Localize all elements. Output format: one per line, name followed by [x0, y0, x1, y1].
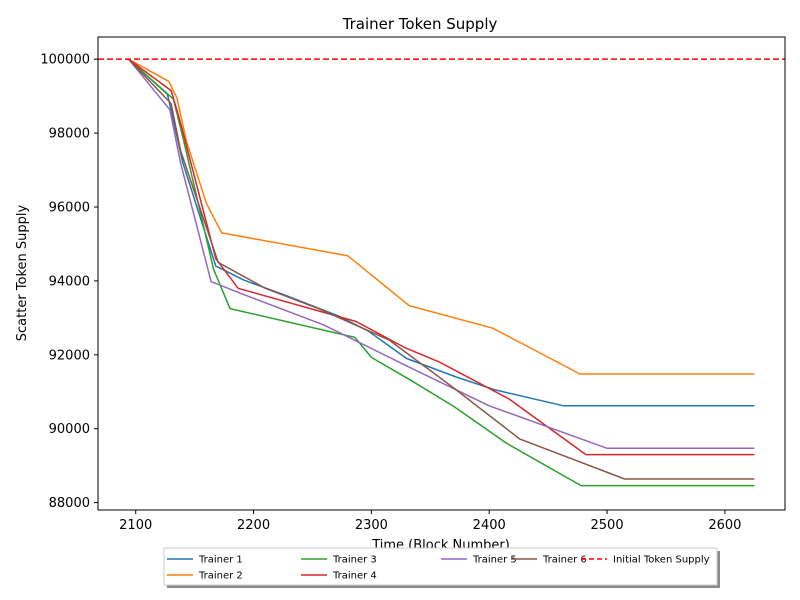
series-line-trainer-6	[128, 58, 755, 480]
legend-box	[163, 547, 718, 586]
legend-label-trainer-6: Trainer 6	[542, 555, 587, 566]
legend-label-trainer-2: Trainer 2	[198, 571, 243, 582]
x-tick-label: 2300	[355, 518, 388, 533]
y-axis-label: Scatter Token Supply	[15, 204, 30, 341]
y-tick-label: 96000	[49, 200, 90, 215]
x-tick-label: 2400	[473, 518, 506, 533]
plot-frame	[97, 36, 786, 511]
legend-label-trainer-3: Trainer 3	[332, 555, 377, 566]
x-axis: 2100 2200 2300 2400 2500 2600	[119, 510, 741, 533]
legend-label-trainer-4: Trainer 4	[332, 571, 377, 582]
y-axis: 88000 90000 92000 94000 96000 98000 100000	[40, 53, 98, 511]
y-tick-label: 90000	[49, 422, 90, 437]
y-tick-label: 100000	[40, 53, 90, 68]
legend: Trainer 1 Trainer 2 Trainer 3 Trainer 4 Trai…	[163, 547, 720, 588]
legend-label-trainer-1: Trainer 1	[198, 555, 243, 566]
y-tick-label: 88000	[49, 496, 90, 511]
series-line-trainer-3	[128, 58, 755, 487]
plot-area	[98, 58, 785, 487]
x-tick-label: 2500	[591, 518, 624, 533]
y-tick-label: 92000	[49, 348, 90, 363]
legend-label-initial-supply: Initial Token Supply	[613, 555, 710, 566]
chart-title: Trainer Token Supply	[342, 15, 498, 33]
x-tick-label: 2200	[237, 518, 270, 533]
y-tick-label: 98000	[49, 127, 90, 142]
series-line-trainer-4	[128, 58, 755, 456]
y-tick-label: 94000	[49, 274, 90, 289]
series-line-trainer-2	[128, 58, 755, 375]
x-tick-label: 2100	[119, 518, 152, 533]
series-line-trainer-5	[128, 58, 755, 450]
x-tick-label: 2600	[708, 518, 741, 533]
legend-label-trainer-5: Trainer 5	[472, 555, 517, 566]
